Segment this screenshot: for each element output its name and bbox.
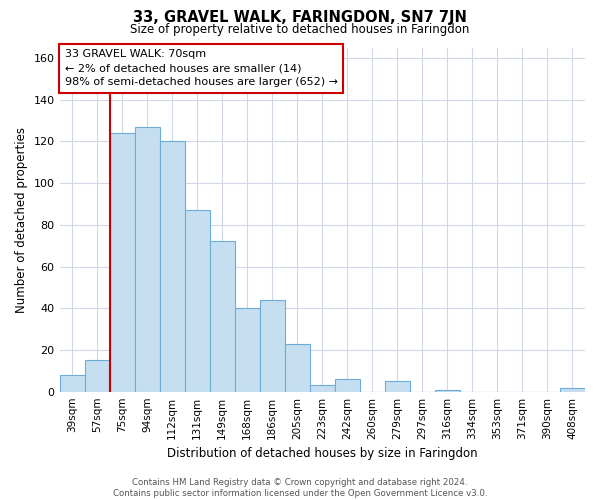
Bar [385, 382, 410, 392]
Bar [59, 375, 85, 392]
Bar [335, 379, 360, 392]
Text: 33, GRAVEL WALK, FARINGDON, SN7 7JN: 33, GRAVEL WALK, FARINGDON, SN7 7JN [133, 10, 467, 25]
Bar [560, 388, 585, 392]
Text: Size of property relative to detached houses in Faringdon: Size of property relative to detached ho… [130, 22, 470, 36]
Bar [85, 360, 110, 392]
Bar [435, 390, 460, 392]
Bar [285, 344, 310, 392]
Bar [185, 210, 209, 392]
Bar [110, 133, 134, 392]
Bar [310, 386, 335, 392]
Bar [235, 308, 260, 392]
Text: Contains HM Land Registry data © Crown copyright and database right 2024.
Contai: Contains HM Land Registry data © Crown c… [113, 478, 487, 498]
Bar [160, 142, 185, 392]
Bar [134, 127, 160, 392]
Bar [209, 242, 235, 392]
Y-axis label: Number of detached properties: Number of detached properties [15, 126, 28, 312]
Text: 33 GRAVEL WALK: 70sqm
← 2% of detached houses are smaller (14)
98% of semi-detac: 33 GRAVEL WALK: 70sqm ← 2% of detached h… [65, 49, 338, 87]
Bar [260, 300, 285, 392]
X-axis label: Distribution of detached houses by size in Faringdon: Distribution of detached houses by size … [167, 447, 478, 460]
